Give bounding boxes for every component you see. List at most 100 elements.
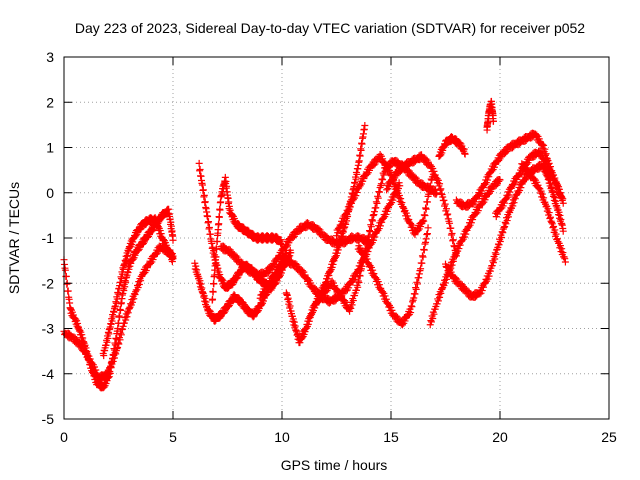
data-point <box>448 229 456 237</box>
data-point <box>434 297 442 305</box>
data-point <box>436 180 444 188</box>
data-point <box>442 275 450 283</box>
data-point <box>561 255 569 263</box>
data-point <box>222 177 230 185</box>
data-point <box>495 157 503 165</box>
data-point <box>434 176 442 184</box>
series-sat-e <box>191 246 290 325</box>
data-point <box>401 317 409 325</box>
data-point <box>441 200 449 208</box>
data-point <box>551 194 559 202</box>
data-point <box>496 238 504 246</box>
data-point <box>169 255 177 263</box>
data-point <box>388 306 396 314</box>
series-sat-t <box>518 160 569 266</box>
data-point <box>413 278 421 286</box>
data-point <box>413 280 421 288</box>
series-sat-l <box>354 224 432 329</box>
data-point <box>380 214 388 222</box>
data-point <box>370 236 378 244</box>
data-point <box>199 186 207 194</box>
data-point <box>79 344 87 352</box>
data-point <box>104 372 112 380</box>
data-point <box>351 273 359 281</box>
data-point <box>353 188 361 196</box>
data-point <box>417 265 425 273</box>
data-point <box>284 294 292 302</box>
data-point <box>122 316 130 324</box>
data-point <box>369 217 377 225</box>
data-point <box>341 214 349 222</box>
data-point <box>558 245 566 253</box>
data-point <box>137 277 145 285</box>
y-tick-label: 3 <box>46 49 54 65</box>
data-point <box>559 249 567 257</box>
data-point <box>510 199 518 207</box>
data-point <box>489 117 497 125</box>
data-point <box>421 212 429 220</box>
data-point <box>449 257 457 265</box>
data-point <box>417 223 425 231</box>
data-point <box>379 176 387 184</box>
data-point <box>91 363 99 371</box>
chart-title: Day 223 of 2023, Sidereal Day-to-day VTE… <box>75 20 585 36</box>
data-point <box>478 187 486 195</box>
data-point <box>461 150 469 158</box>
data-point <box>379 155 387 163</box>
data-point <box>488 167 496 175</box>
data-point <box>110 354 118 362</box>
data-point <box>385 167 393 175</box>
y-tick-label: -2 <box>42 275 55 291</box>
data-point <box>113 295 121 303</box>
y-tick-label: 1 <box>46 140 54 156</box>
data-point <box>460 233 468 241</box>
data-point <box>384 163 392 171</box>
data-point <box>264 269 272 277</box>
data-point <box>356 272 364 280</box>
data-point <box>414 227 422 235</box>
data-point <box>484 176 492 184</box>
data-point <box>221 173 229 181</box>
ticks: 0 5 10 15 20 25 -5 -4 -3 -2 -1 0 1 2 3 <box>42 49 617 445</box>
x-axis-label: GPS time / hours <box>281 457 388 473</box>
data-point <box>192 262 200 270</box>
data-point <box>200 191 208 199</box>
data-point <box>357 146 365 154</box>
data-point <box>104 334 112 342</box>
data-point <box>437 185 445 193</box>
data-point <box>422 205 430 213</box>
data-point <box>442 205 450 213</box>
data-point <box>447 224 455 232</box>
data-point <box>551 226 559 234</box>
data-point <box>420 246 428 254</box>
data-point <box>425 187 433 195</box>
data-point <box>430 167 438 175</box>
y-axis-label: SDTVAR / TECUs <box>6 182 22 294</box>
data-point <box>256 294 264 302</box>
data-point <box>196 165 204 173</box>
data-point <box>437 190 445 198</box>
data-point <box>209 295 217 303</box>
data-point <box>201 294 209 302</box>
data-point <box>425 190 433 198</box>
data-point <box>527 170 535 178</box>
data-point <box>486 267 494 275</box>
series-sat-u <box>540 160 567 235</box>
data-point <box>368 216 376 224</box>
data-point <box>285 239 293 247</box>
data-point <box>266 279 274 287</box>
data-point <box>408 303 416 311</box>
data-point <box>415 270 423 278</box>
data-point <box>429 314 437 322</box>
data-point <box>428 176 436 184</box>
x-tick-label: 5 <box>169 429 177 445</box>
data-point <box>282 243 290 251</box>
data-point <box>346 203 354 211</box>
data-point <box>540 194 548 202</box>
y-tick-label: -5 <box>42 411 55 427</box>
data-point <box>449 236 457 244</box>
data-point <box>408 298 416 306</box>
data-point <box>456 241 464 249</box>
data-point <box>106 364 114 372</box>
data-point <box>367 223 375 231</box>
